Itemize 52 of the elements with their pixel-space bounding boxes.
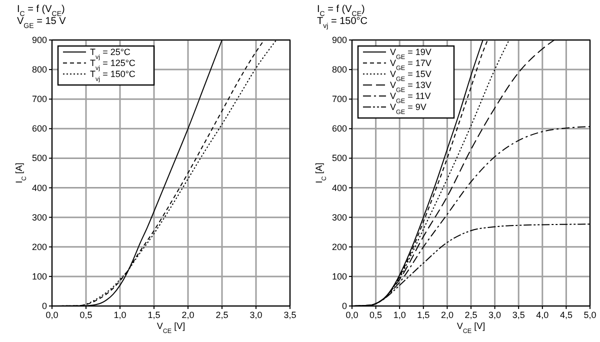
y-tick-label: 900 <box>32 35 47 45</box>
x-tick-label: 0,5 <box>80 310 92 320</box>
y-tick-label: 300 <box>332 212 347 222</box>
legend-label: V$_{GE}$ = 19V <box>390 47 432 60</box>
x-tick-label: 0,0 <box>46 310 58 320</box>
legend-label: V$_{GE}$ = 17V <box>390 58 432 72</box>
legend-label: V$_{GE}$ = 9V <box>390 102 426 116</box>
x-tick-label: 3,5 <box>512 310 525 320</box>
x-tick-label: 4,5 <box>560 310 572 320</box>
chart-subtitle: T$_{vj}$ = 150°C <box>317 16 368 30</box>
x-tick-label: 2,5 <box>464 310 478 320</box>
y-tick-label: 400 <box>332 182 347 193</box>
y-tick-label: 600 <box>32 124 47 134</box>
y-tick-label: 700 <box>332 94 347 104</box>
x-tick-label: 3,0 <box>488 310 502 320</box>
chart-subtitle: V$_{GE}$ = 15 V <box>17 16 66 30</box>
legend-label: T$_{vj}$ = 25°C <box>90 47 131 60</box>
x-tick-label: 1,0 <box>393 310 406 320</box>
y-tick-label: 200 <box>32 242 47 252</box>
x-tick-label: 0,5 <box>370 310 382 320</box>
x-tick-label: 2,0 <box>182 310 194 320</box>
y-tick-label: 500 <box>32 153 47 164</box>
x-tick-label: 1,0 <box>114 310 126 320</box>
y-tick-label: 0 <box>342 301 347 311</box>
x-tick-label: 5,0 <box>584 310 596 320</box>
y-tick-label: 400 <box>32 182 47 193</box>
x-tick-label: 4,0 <box>536 310 549 320</box>
y-tick-label: 800 <box>32 64 47 75</box>
chart-title: I$_{C}$ = f (V$_{CE}$) <box>317 4 365 18</box>
y-tick-label: 100 <box>332 271 347 282</box>
y-tick-label: 0 <box>42 301 47 311</box>
x-axis-title: V$_{CE}$ [V] <box>156 321 186 334</box>
y-tick-label: 200 <box>332 242 347 252</box>
y-tick-label: 600 <box>332 124 347 134</box>
x-tick-label: 0,0 <box>346 310 358 320</box>
x-tick-label: 3,5 <box>284 310 296 320</box>
x-tick-label: 2,0 <box>440 310 454 320</box>
y-tick-label: 500 <box>332 153 347 164</box>
chart-title: I$_{C}$ = f (V$_{CE}$) <box>17 4 65 18</box>
legend-label: V$_{GE}$ = 13V <box>390 80 432 94</box>
legend-label: V$_{GE}$ = 15V <box>390 69 432 82</box>
y-tick-label: 300 <box>32 212 47 222</box>
y-tick-label: 700 <box>32 94 47 104</box>
x-tick-label: 2,5 <box>216 310 228 320</box>
y-tick-label: 800 <box>332 64 347 75</box>
legend-label: V$_{GE}$ = 11V <box>390 91 431 104</box>
x-tick-label: 1,5 <box>148 310 160 320</box>
x-axis-title: V$_{CE}$ [V] <box>456 321 486 334</box>
x-tick-label: 1,5 <box>417 310 430 320</box>
y-tick-label: 900 <box>332 35 347 45</box>
x-tick-label: 3,0 <box>250 310 262 320</box>
y-tick-label: 100 <box>32 271 47 282</box>
